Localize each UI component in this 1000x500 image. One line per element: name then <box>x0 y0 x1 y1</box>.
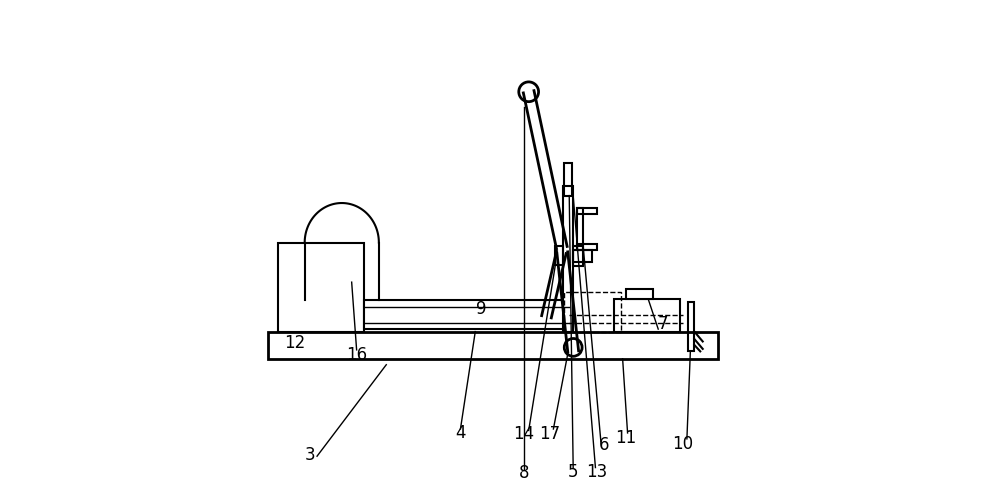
Text: 17: 17 <box>539 425 560 443</box>
Text: 6: 6 <box>599 436 609 454</box>
Text: 4: 4 <box>455 424 466 442</box>
Bar <box>626 288 653 300</box>
Text: 12: 12 <box>284 334 305 352</box>
Bar <box>577 208 597 214</box>
Text: 11: 11 <box>615 429 637 447</box>
Text: 10: 10 <box>672 435 694 453</box>
Bar <box>564 164 572 196</box>
Text: 9: 9 <box>476 300 486 318</box>
Bar <box>577 208 583 250</box>
Text: 3: 3 <box>304 446 315 464</box>
Bar <box>564 292 621 332</box>
Text: 13: 13 <box>586 464 607 481</box>
Bar <box>688 302 694 352</box>
Bar <box>563 186 573 332</box>
Text: 5: 5 <box>568 464 578 481</box>
Bar <box>555 246 563 265</box>
Bar <box>577 244 597 250</box>
Bar <box>573 250 592 262</box>
Bar <box>364 300 569 329</box>
Bar <box>278 242 364 332</box>
Text: 16: 16 <box>346 346 367 364</box>
Text: 14: 14 <box>513 425 534 443</box>
Bar <box>573 246 583 266</box>
Bar <box>268 332 718 359</box>
Text: 8: 8 <box>518 464 529 482</box>
Bar <box>614 300 680 332</box>
Text: 7: 7 <box>658 315 668 333</box>
